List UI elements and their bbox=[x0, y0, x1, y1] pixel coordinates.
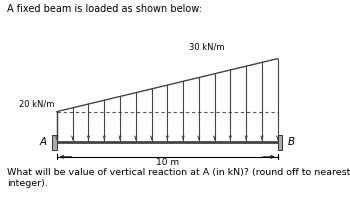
Text: 30 kN/m: 30 kN/m bbox=[189, 43, 225, 52]
Text: A fixed beam is loaded as shown below:: A fixed beam is loaded as shown below: bbox=[7, 4, 202, 14]
Text: A: A bbox=[40, 137, 47, 148]
Bar bbox=[52, 135, 57, 150]
Text: B: B bbox=[288, 137, 295, 148]
Text: 10 m: 10 m bbox=[156, 158, 179, 167]
Bar bbox=[278, 135, 282, 150]
Text: 20 kN/m: 20 kN/m bbox=[19, 99, 55, 108]
Text: What will be value of vertical reaction at A (in kN)? (round off to nearest
inte: What will be value of vertical reaction … bbox=[7, 168, 350, 188]
